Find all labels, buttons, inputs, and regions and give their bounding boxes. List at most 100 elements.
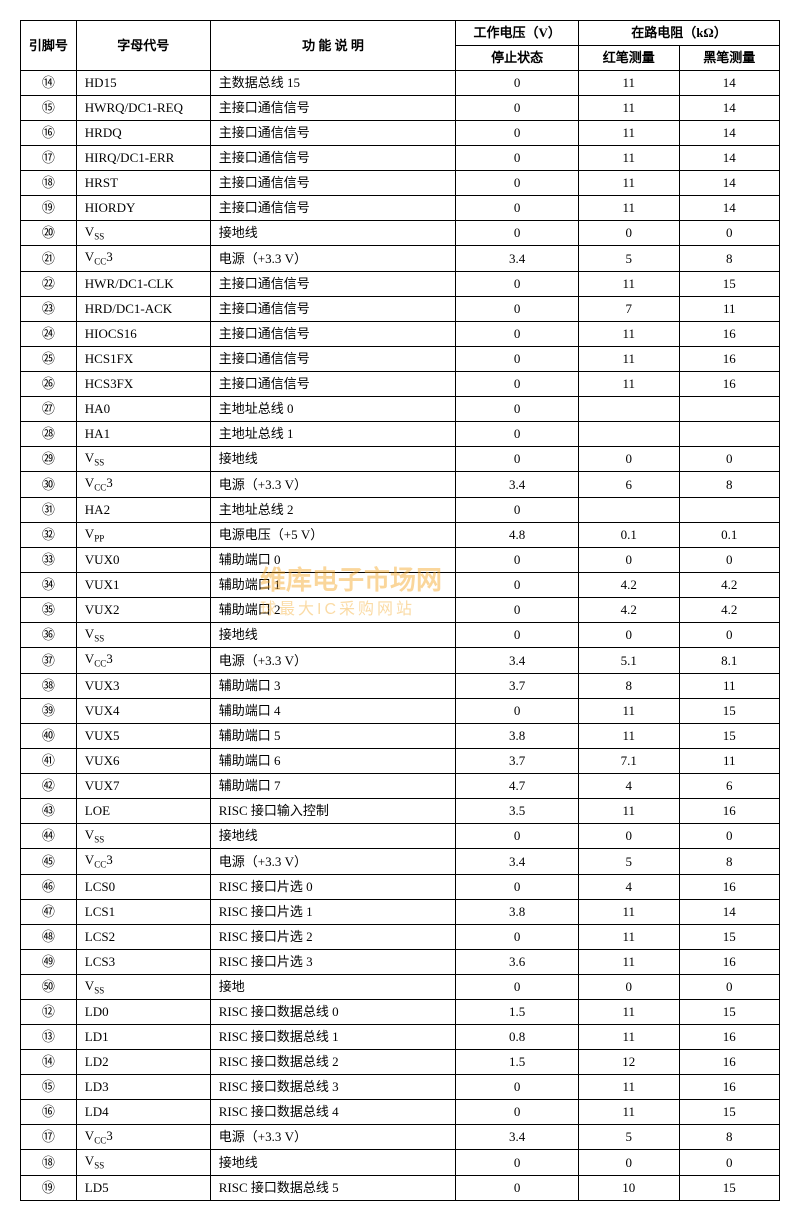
desc-cell: 接地线 <box>210 221 456 246</box>
voltage-cell: 0 <box>456 823 579 848</box>
table-row: ㊻LCS0RISC 接口片选 00416 <box>21 874 780 899</box>
red-probe-cell <box>579 396 679 421</box>
code-cell: VSS <box>76 446 210 471</box>
red-probe-cell: 11 <box>579 1099 679 1124</box>
desc-cell: RISC 接口数据总线 3 <box>210 1074 456 1099</box>
pin-cell: ㉞ <box>21 572 77 597</box>
pin-cell: ⑰ <box>21 146 77 171</box>
code-cell: VCC3 <box>76 849 210 874</box>
voltage-cell: 3.5 <box>456 798 579 823</box>
black-probe-cell: 16 <box>679 321 780 346</box>
table-row: ⑫LD0RISC 接口数据总线 01.51115 <box>21 999 780 1024</box>
pin-cell: ⑲ <box>21 196 77 221</box>
table-row: ⑯LD4RISC 接口数据总线 401115 <box>21 1099 780 1124</box>
black-probe-cell <box>679 497 780 522</box>
table-row: ㊱VSS接地线000 <box>21 622 780 647</box>
desc-cell: 电源（+3.3 V） <box>210 1124 456 1149</box>
black-probe-cell: 8 <box>679 472 780 497</box>
code-cell: LOE <box>76 798 210 823</box>
voltage-cell: 0 <box>456 924 579 949</box>
table-row: ㉟VUX2辅助端口 204.24.2 <box>21 597 780 622</box>
voltage-cell: 0 <box>456 196 579 221</box>
desc-cell: 辅助端口 5 <box>210 723 456 748</box>
pin-cell: ㉑ <box>21 246 77 271</box>
black-probe-cell: 14 <box>679 196 780 221</box>
red-probe-cell: 11 <box>579 899 679 924</box>
red-probe-cell: 5 <box>579 246 679 271</box>
desc-cell: 接地 <box>210 974 456 999</box>
red-probe-cell: 7.1 <box>579 748 679 773</box>
code-cell: HWR/DC1-CLK <box>76 271 210 296</box>
black-probe-cell: 14 <box>679 171 780 196</box>
code-cell: LD4 <box>76 1099 210 1124</box>
red-probe-cell: 4.2 <box>579 597 679 622</box>
pin-cell: ⑯ <box>21 1099 77 1124</box>
pin-cell: ⑭ <box>21 1049 77 1074</box>
table-row: ㉛HA2主地址总线 20 <box>21 497 780 522</box>
code-cell: LD5 <box>76 1175 210 1200</box>
black-probe-cell: 16 <box>679 1049 780 1074</box>
voltage-cell: 3.4 <box>456 849 579 874</box>
code-cell: HA1 <box>76 421 210 446</box>
voltage-cell: 3.8 <box>456 723 579 748</box>
desc-cell: 辅助端口 3 <box>210 673 456 698</box>
desc-cell: 电源（+3.3 V） <box>210 472 456 497</box>
black-probe-cell: 11 <box>679 748 780 773</box>
pin-cell: ㉓ <box>21 296 77 321</box>
black-probe-cell: 8 <box>679 246 780 271</box>
pin-cell: ㉜ <box>21 522 77 547</box>
black-probe-cell: 11 <box>679 296 780 321</box>
table-row: ㉙VSS接地线000 <box>21 446 780 471</box>
header-row-1: 引脚号 字母代号 功 能 说 明 工作电压（V） 在路电阻（kΩ） <box>21 21 780 46</box>
red-probe-cell: 11 <box>579 96 679 121</box>
red-probe-cell: 11 <box>579 171 679 196</box>
desc-cell: 电源电压（+5 V） <box>210 522 456 547</box>
pin-cell: ㊷ <box>21 773 77 798</box>
red-probe-cell: 11 <box>579 371 679 396</box>
table-row: ⑬LD1RISC 接口数据总线 10.81116 <box>21 1024 780 1049</box>
code-cell: HIOCS16 <box>76 321 210 346</box>
voltage-cell: 0 <box>456 1150 579 1175</box>
pin-cell: ⑱ <box>21 1150 77 1175</box>
red-probe-cell: 4.2 <box>579 572 679 597</box>
desc-cell: 接地线 <box>210 446 456 471</box>
desc-cell: RISC 接口片选 3 <box>210 949 456 974</box>
table-row: ㉒HWR/DC1-CLK主接口通信信号01115 <box>21 271 780 296</box>
red-probe-cell: 6 <box>579 472 679 497</box>
pin-cell: ⑳ <box>21 221 77 246</box>
voltage-cell: 3.7 <box>456 748 579 773</box>
black-probe-cell: 14 <box>679 121 780 146</box>
voltage-cell: 0 <box>456 1074 579 1099</box>
red-probe-cell: 11 <box>579 924 679 949</box>
code-cell: VUX7 <box>76 773 210 798</box>
header-code: 字母代号 <box>76 21 210 71</box>
voltage-cell: 0 <box>456 296 579 321</box>
black-probe-cell: 16 <box>679 346 780 371</box>
voltage-cell: 0 <box>456 572 579 597</box>
voltage-cell: 0 <box>456 221 579 246</box>
pin-cell: ⑰ <box>21 1124 77 1149</box>
voltage-cell: 0 <box>456 597 579 622</box>
table-row: ⑲LD5RISC 接口数据总线 501015 <box>21 1175 780 1200</box>
voltage-cell: 0 <box>456 146 579 171</box>
code-cell: VSS <box>76 622 210 647</box>
black-probe-cell: 15 <box>679 999 780 1024</box>
desc-cell: 辅助端口 2 <box>210 597 456 622</box>
black-probe-cell: 4.2 <box>679 597 780 622</box>
code-cell: LD0 <box>76 999 210 1024</box>
code-cell: VCC3 <box>76 1124 210 1149</box>
voltage-cell: 3.7 <box>456 673 579 698</box>
header-desc: 功 能 说 明 <box>210 21 456 71</box>
table-row: ㉕HCS1FX主接口通信信号01116 <box>21 346 780 371</box>
black-probe-cell: 11 <box>679 673 780 698</box>
pin-cell: ⑮ <box>21 96 77 121</box>
code-cell: VSS <box>76 974 210 999</box>
red-probe-cell: 0 <box>579 547 679 572</box>
red-probe-cell: 11 <box>579 71 679 96</box>
pin-cell: ㊺ <box>21 849 77 874</box>
pin-cell: ㊽ <box>21 924 77 949</box>
voltage-cell: 0 <box>456 974 579 999</box>
red-probe-cell: 11 <box>579 346 679 371</box>
red-probe-cell: 11 <box>579 121 679 146</box>
desc-cell: RISC 接口数据总线 2 <box>210 1049 456 1074</box>
